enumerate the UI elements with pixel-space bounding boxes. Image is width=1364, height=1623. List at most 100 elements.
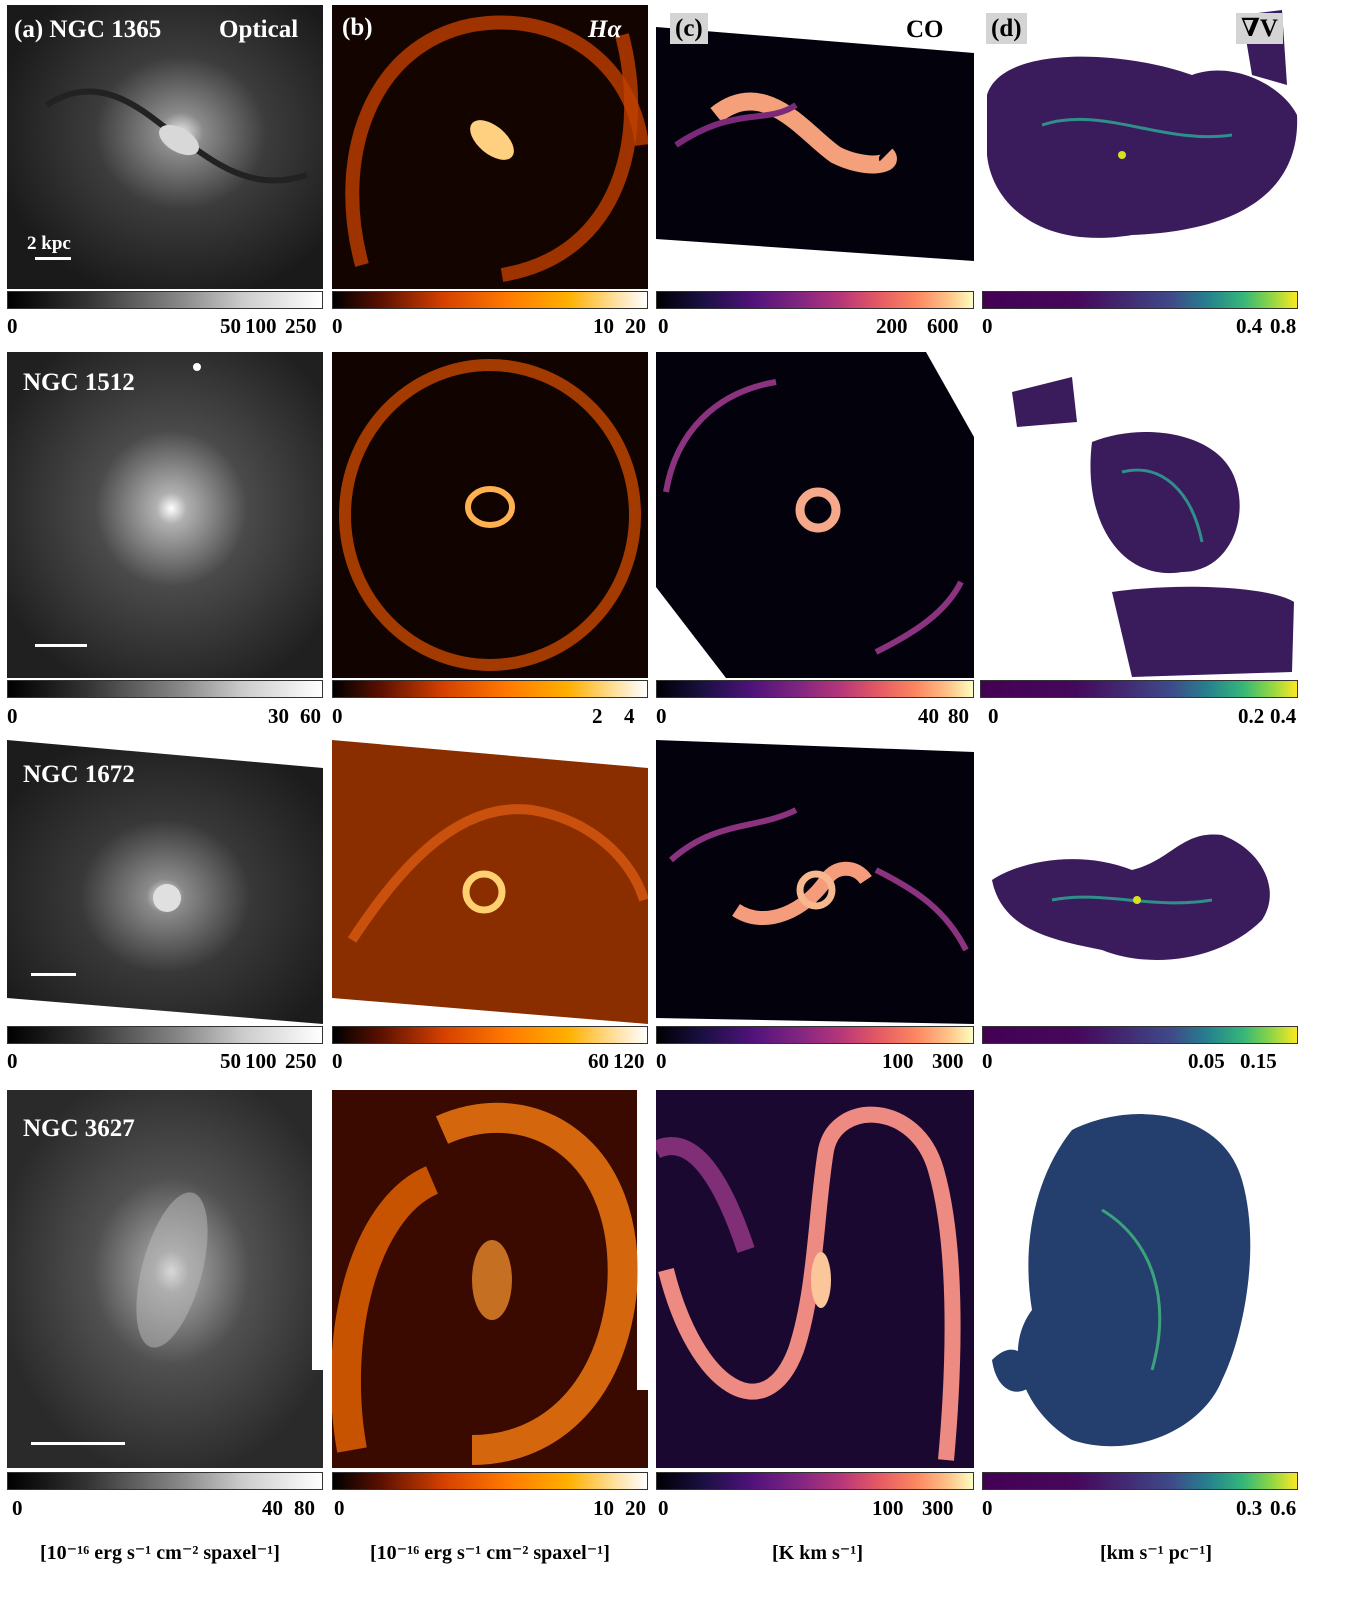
colorbar-tick: 50 <box>220 1051 241 1072</box>
ngc1365-optical-colorbar <box>7 291 323 309</box>
colorbar-tick: 0 <box>7 316 18 337</box>
colorbar-tick: 0 <box>334 1498 345 1519</box>
optical-column-title: Optical <box>219 17 298 42</box>
colorbar-tick: 0.8 <box>1270 316 1296 337</box>
galaxy-name-ngc1512: NGC 1512 <box>23 370 135 395</box>
colorbar-tick: 200 <box>876 316 908 337</box>
colorbar-tick: 0 <box>7 1051 18 1072</box>
colorbar-tick: 4 <box>624 706 635 727</box>
panel-b-label: (b) <box>342 15 373 40</box>
colorbar-tick: 300 <box>932 1051 964 1072</box>
colorbar-tick: 60 <box>300 706 321 727</box>
colorbar-tick: 40 <box>262 1498 283 1519</box>
ngc1512-co-colorbar <box>656 680 974 698</box>
galaxy-name-ngc3627: NGC 3627 <box>23 1116 135 1141</box>
colorbar-tick: 0 <box>982 316 993 337</box>
colorbar-tick: 100 <box>882 1051 914 1072</box>
colorbar-tick: 0 <box>658 1498 669 1519</box>
colorbar-tick: 100 <box>245 1051 277 1072</box>
colorbar-tick: 80 <box>294 1498 315 1519</box>
panel-d-label: (d) <box>986 13 1027 44</box>
colorbar-tick: 20 <box>625 316 646 337</box>
gradv-column-title: ∇V <box>1236 13 1283 44</box>
colorbar-tick: 2 <box>592 706 603 727</box>
ngc1365-halpha-image: (b) Hα <box>332 5 648 289</box>
ngc1672-halpha-image <box>332 740 648 1024</box>
ngc1512-halpha-colorbar <box>332 680 648 698</box>
panel-c-label: (c) <box>670 13 708 44</box>
ngc3627-gradv-image <box>982 1090 1298 1468</box>
colorbar-tick: 0 <box>7 706 18 727</box>
colorbar-tick: 120 <box>613 1051 645 1072</box>
ngc1365-halpha-colorbar <box>332 291 648 309</box>
colorbar-tick: 0 <box>332 1051 343 1072</box>
colorbar-tick: 80 <box>948 706 969 727</box>
colorbar-tick: 50 <box>220 316 241 337</box>
co-unit-label: [K km s⁻¹] <box>772 1540 863 1565</box>
ngc3627-optical-colorbar <box>7 1472 323 1490</box>
optical-unit-label: [10⁻¹⁶ erg s⁻¹ cm⁻² spaxel⁻¹] <box>40 1540 280 1565</box>
ngc1672-gradv-colorbar <box>982 1026 1298 1044</box>
panel-a-label: (a) NGC 1365 <box>14 17 161 42</box>
ngc3627-co-image <box>656 1090 974 1468</box>
co-column-title: CO <box>906 17 944 42</box>
scale-bar <box>31 973 76 976</box>
colorbar-tick: 40 <box>918 706 939 727</box>
galaxy-name-ngc1672: NGC 1672 <box>23 762 135 787</box>
colorbar-tick: 0.2 <box>1238 706 1264 727</box>
colorbar-tick: 0 <box>12 1498 23 1519</box>
ngc1512-gradv-image <box>982 352 1298 678</box>
colorbar-tick: 0.05 <box>1188 1051 1225 1072</box>
ngc3627-gradv-colorbar <box>982 1472 1298 1490</box>
colorbar-tick: 600 <box>927 316 959 337</box>
scale-bar <box>31 1442 125 1445</box>
ngc1365-co-image: (c) CO <box>656 5 974 289</box>
ngc1365-gradv-colorbar <box>982 291 1298 309</box>
gradv-unit-label: [km s⁻¹ pc⁻¹] <box>1100 1540 1212 1565</box>
colorbar-tick: 0 <box>982 1051 993 1072</box>
colorbar-tick: 100 <box>245 316 277 337</box>
colorbar-tick: 0 <box>332 706 343 727</box>
ngc1512-optical-image: NGC 1512 <box>7 352 323 678</box>
colorbar-tick: 250 <box>285 1051 317 1072</box>
ngc1672-halpha-colorbar <box>332 1026 648 1044</box>
ngc1512-gradv-colorbar <box>980 680 1298 698</box>
ngc1512-halpha-image <box>332 352 648 678</box>
ngc1672-gradv-image <box>982 740 1298 1024</box>
ngc1512-co-image <box>656 352 974 678</box>
ngc1672-co-image <box>656 740 974 1024</box>
ngc3627-co-colorbar <box>656 1472 974 1490</box>
colorbar-tick: 20 <box>625 1498 646 1519</box>
colorbar-tick: 100 <box>872 1498 904 1519</box>
colorbar-tick: 0 <box>656 1051 667 1072</box>
colorbar-tick: 0.4 <box>1270 706 1296 727</box>
scale-bar <box>35 644 87 647</box>
colorbar-tick: 0.6 <box>1270 1498 1296 1519</box>
colorbar-tick: 10 <box>593 1498 614 1519</box>
colorbar-tick: 0.15 <box>1240 1051 1277 1072</box>
colorbar-tick: 300 <box>922 1498 954 1519</box>
colorbar-tick: 30 <box>268 706 289 727</box>
ngc1365-co-colorbar <box>656 291 974 309</box>
colorbar-tick: 10 <box>593 316 614 337</box>
colorbar-tick: 250 <box>285 316 317 337</box>
colorbar-tick: 0 <box>988 706 999 727</box>
colorbar-tick: 0 <box>332 316 343 337</box>
ngc1365-optical-image: (a) NGC 1365 Optical 2 kpc <box>7 5 323 289</box>
ngc1672-co-colorbar <box>656 1026 974 1044</box>
colorbar-tick: 60 <box>588 1051 609 1072</box>
halpha-unit-label: [10⁻¹⁶ erg s⁻¹ cm⁻² spaxel⁻¹] <box>370 1540 610 1565</box>
ngc1672-optical-colorbar <box>7 1026 323 1044</box>
scale-bar <box>35 257 71 260</box>
colorbar-tick: 0.3 <box>1236 1498 1262 1519</box>
ngc1672-optical-image: NGC 1672 <box>7 740 323 1024</box>
halpha-column-title: Hα <box>588 17 621 42</box>
colorbar-tick: 0 <box>656 706 667 727</box>
ngc3627-halpha-colorbar <box>332 1472 648 1490</box>
ngc1512-optical-colorbar <box>7 680 323 698</box>
ngc3627-optical-image: NGC 3627 <box>7 1090 323 1468</box>
colorbar-tick: 0 <box>982 1498 993 1519</box>
ngc1365-gradv-image: (d) ∇V <box>982 5 1300 289</box>
scale-bar-label: 2 kpc <box>27 233 71 255</box>
ngc3627-halpha-image <box>332 1090 648 1468</box>
